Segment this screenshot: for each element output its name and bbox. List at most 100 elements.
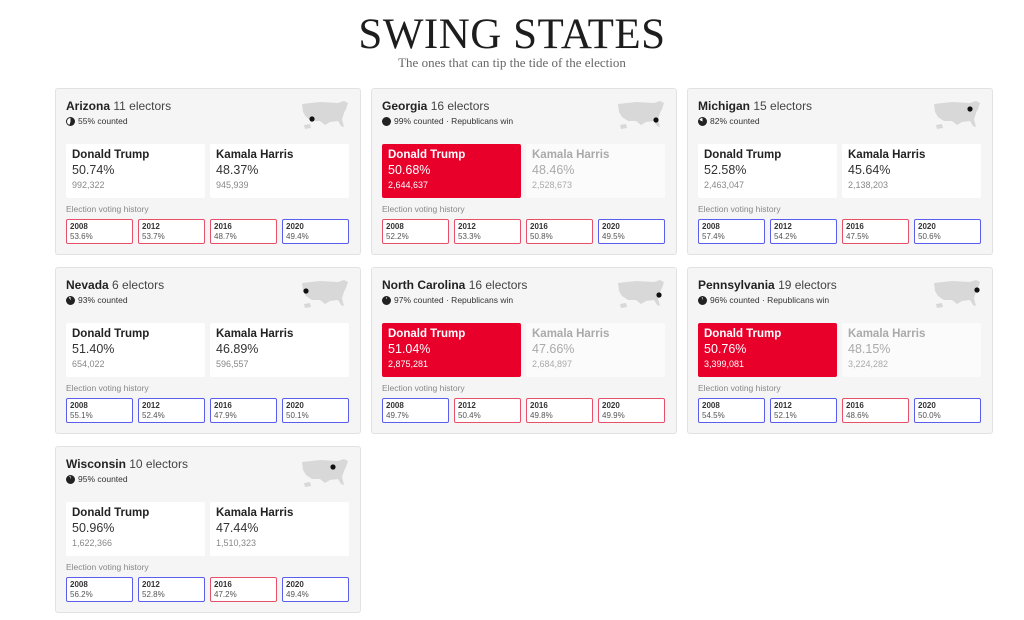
voting-history-row: 2008 57.4% 2012 54.2% 2016 47.5% 2020 50… (698, 219, 981, 244)
candidates-row: Donald Trump 50.74% 992,322 Kamala Harri… (66, 144, 349, 198)
card-header: Georgia 16 electors (382, 99, 489, 113)
voting-history-row: 2008 53.6% 2012 53.7% 2016 48.7% 2020 49… (66, 219, 349, 244)
state-card-north-carolina[interactable]: North Carolina 16 electors 97% counted ·… (371, 267, 677, 434)
voting-history-row: 2008 56.2% 2012 52.8% 2016 47.2% 2020 49… (66, 577, 349, 602)
progress-pie-icon (66, 116, 75, 126)
counted-status: 96% counted · Republicans win (698, 295, 829, 305)
history-box-2012: 2012 52.4% (138, 398, 205, 423)
candidate-box: Donald Trump 52.58% 2,463,047 (698, 144, 837, 198)
history-value: 50.1% (286, 411, 309, 420)
counted-text: 99% counted · Republicans win (394, 116, 514, 126)
history-year: 2016 (846, 401, 864, 410)
candidate-votes: 945,939 (216, 180, 249, 190)
candidate-percent: 45.64% (848, 163, 891, 177)
history-box-2016: 2016 47.9% (210, 398, 277, 423)
history-box-2020: 2020 50.6% (914, 219, 981, 244)
candidate-box: Donald Trump 51.40% 654,022 (66, 323, 205, 377)
highlighted-state-marker (303, 288, 309, 294)
history-box-2008: 2008 49.7% (382, 398, 449, 423)
card-header: Arizona 11 electors (66, 99, 171, 113)
state-card-pennsylvania[interactable]: Pennsylvania 19 electors 96% counted · R… (687, 267, 993, 434)
history-year: 2008 (386, 222, 404, 231)
highlighted-state-marker (974, 287, 980, 293)
history-year: 2016 (530, 222, 548, 231)
electors-count: 19 electors (778, 278, 837, 292)
electors-count: 15 electors (753, 99, 813, 113)
history-value: 55.1% (70, 411, 93, 420)
electors-count: 10 electors (129, 457, 188, 471)
history-year: 2008 (70, 222, 88, 231)
history-value: 49.5% (602, 232, 625, 241)
history-box-2012: 2012 54.2% (770, 219, 837, 244)
highlighted-state-marker (309, 116, 315, 122)
progress-pie-icon (698, 295, 707, 305)
history-value: 49.4% (286, 232, 309, 241)
history-value: 53.3% (458, 232, 481, 241)
candidate-percent: 50.96% (72, 521, 115, 535)
history-year: 2016 (214, 401, 232, 410)
state-card-georgia[interactable]: Georgia 16 electors 99% counted · Republ… (371, 88, 677, 255)
history-year: 2012 (142, 580, 160, 589)
state-card-wisconsin[interactable]: Wisconsin 10 electors 95% counted Donald… (55, 446, 361, 613)
state-name: Arizona (66, 99, 111, 113)
candidates-row: Donald Trump 50.76% 3,399,081 Kamala Har… (698, 323, 981, 377)
state-card-arizona[interactable]: Arizona 11 electors 55% counted Donald T… (55, 88, 361, 255)
history-value: 52.1% (774, 411, 797, 420)
progress-pie-icon (382, 116, 391, 126)
history-box-2008: 2008 54.5% (698, 398, 765, 423)
history-value: 52.8% (142, 590, 165, 599)
candidate-name: Kamala Harris (216, 507, 294, 519)
highlighted-state-marker (967, 106, 973, 112)
candidate-box: Donald Trump 50.96% 1,622,366 (66, 502, 205, 556)
counted-text: 93% counted (78, 295, 128, 305)
history-value: 53.6% (70, 232, 93, 241)
counted-status: 55% counted (66, 116, 128, 126)
history-value: 47.9% (214, 411, 237, 420)
us-map-icon (934, 280, 980, 308)
us-map-icon (302, 459, 348, 487)
candidate-box: Kamala Harris 47.66% 2,684,897 (526, 323, 665, 377)
history-value: 50.0% (918, 411, 941, 420)
electors-count: 6 electors (112, 278, 165, 292)
history-value: 47.5% (846, 232, 869, 241)
history-box-2012: 2012 53.3% (454, 219, 521, 244)
candidate-name: Kamala Harris (848, 328, 926, 340)
state-card-nevada[interactable]: Nevada 6 electors 93% counted Donald Tru… (55, 267, 361, 434)
card-header: North Carolina 16 electors (382, 278, 527, 292)
card-header: Wisconsin 10 electors (66, 457, 188, 471)
candidate-votes: 2,875,281 (388, 359, 429, 369)
history-box-2020: 2020 49.5% (598, 219, 665, 244)
candidate-votes: 2,528,673 (532, 180, 573, 190)
candidate-name: Kamala Harris (532, 149, 610, 161)
history-year: 2020 (286, 401, 304, 410)
history-value: 54.5% (702, 411, 725, 420)
candidate-percent: 48.15% (848, 342, 891, 356)
history-value: 47.2% (214, 590, 237, 599)
history-box-2008: 2008 55.1% (66, 398, 133, 423)
candidate-percent: 47.44% (216, 521, 259, 535)
history-value: 54.2% (774, 232, 797, 241)
candidate-votes: 2,644,637 (388, 180, 429, 190)
candidate-box: Donald Trump 50.76% 3,399,081 (698, 323, 837, 377)
history-label: Election voting history (66, 562, 149, 572)
voting-history-row: 2008 55.1% 2012 52.4% 2016 47.9% 2020 50… (66, 398, 349, 423)
card-header: Michigan 15 electors (698, 99, 812, 113)
counted-text: 96% counted · Republicans win (710, 295, 830, 305)
state-card-michigan[interactable]: Michigan 15 electors 82% counted Donald … (687, 88, 993, 255)
history-year: 2008 (386, 401, 404, 410)
history-box-2020: 2020 50.1% (282, 398, 349, 423)
state-name: North Carolina (382, 278, 466, 292)
candidate-percent: 50.74% (72, 163, 115, 177)
history-year: 2020 (918, 222, 936, 231)
history-year: 2016 (530, 401, 548, 410)
candidate-name: Kamala Harris (848, 149, 926, 161)
history-value: 49.9% (602, 411, 625, 420)
state-card-grid: Arizona 11 electors 55% counted Donald T… (55, 88, 993, 613)
electors-count: 11 electors (113, 99, 172, 113)
progress-pie-icon (382, 295, 391, 305)
us-map-icon (302, 101, 348, 129)
electors-count: 16 electors (468, 278, 528, 292)
candidate-name: Donald Trump (388, 149, 466, 161)
progress-pie-icon (66, 474, 75, 484)
electors-count: 16 electors (430, 99, 490, 113)
